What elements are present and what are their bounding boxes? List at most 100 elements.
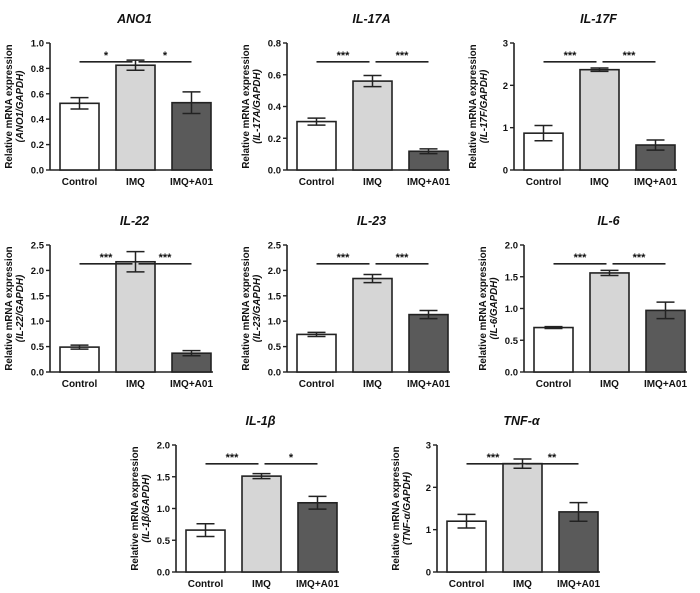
y-tick-label: 1.0	[268, 317, 281, 328]
x-category-label: IMQ	[363, 177, 382, 188]
significance-label: ***	[623, 50, 637, 62]
x-category-label: IMQ+A01	[296, 579, 340, 590]
x-category-label: IMQ+A01	[557, 579, 601, 590]
y-tick-label: 0.2	[268, 134, 281, 145]
x-category-label: IMQ	[126, 379, 145, 390]
bar-imq	[241, 475, 282, 573]
y-tick-label: 2.0	[157, 441, 170, 452]
x-category-label: IMQ	[513, 579, 532, 590]
y-axis-label-ratio: (IL-17F/GAPDH)	[479, 70, 490, 143]
significance-label: ***	[337, 252, 351, 264]
y-axis-label-ratio: (ANO1/GAPDH)	[15, 71, 26, 143]
significance-label: **	[548, 452, 557, 464]
panel-il-23: IL-23 Relative mRNA expression (IL-23/GAPD…	[241, 214, 450, 390]
y-axis-label: Relative mRNA expression	[468, 44, 479, 168]
y-tick-label: 2.0	[505, 241, 518, 252]
bar-imq	[115, 64, 156, 171]
bar-imq	[579, 68, 620, 171]
x-category-label: IMQ+A01	[407, 379, 451, 390]
panel-title: TNF-α	[503, 414, 540, 428]
y-axis-label-ratio: (TNF-α/GAPDH)	[402, 472, 413, 545]
panel-ano1: ANO1 Relative mRNA expression (ANO1/GAPDH)…	[4, 12, 213, 188]
y-axis-label-ratio: (IL-23/GAPDH)	[252, 275, 263, 343]
y-tick-label: 0.6	[31, 89, 44, 100]
bar-imq	[352, 80, 393, 171]
y-tick-label: 1	[426, 525, 432, 536]
y-tick-label: 0.0	[157, 568, 170, 579]
y-tick-label: 0.0	[268, 368, 281, 379]
y-tick-label: 1.5	[31, 291, 45, 302]
x-category-label: Control	[62, 177, 98, 188]
y-tick-label: 0.8	[268, 39, 281, 50]
y-tick-label: 2.0	[268, 266, 281, 277]
y-axis-label-ratio: (IL-1β/GAPDH)	[141, 474, 152, 542]
bar-imq-a01	[171, 101, 212, 171]
y-tick-label: 1.0	[505, 304, 518, 315]
y-tick-label: 1.0	[31, 317, 44, 328]
y-tick-label: 2.5	[268, 241, 282, 252]
y-tick-label: 1.5	[157, 472, 171, 483]
x-category-label: IMQ	[590, 177, 609, 188]
y-tick-label: 0.4	[268, 102, 282, 113]
y-axis-label: Relative mRNA expression	[241, 246, 252, 370]
bar-control	[59, 102, 100, 171]
x-category-label: Control	[188, 579, 224, 590]
y-tick-label: 1.0	[31, 39, 44, 50]
x-category-label: Control	[536, 379, 572, 390]
panel-title: IL-22	[120, 214, 149, 228]
x-category-label: Control	[299, 177, 335, 188]
y-tick-label: 0.6	[268, 70, 281, 81]
panel-il-17f: IL-17F Relative mRNA expression (IL-17F/GA…	[468, 12, 677, 188]
y-axis-label: Relative mRNA expression	[4, 246, 15, 370]
panel-il-22: IL-22 Relative mRNA expression (IL-22/GAPD…	[4, 214, 213, 390]
y-tick-label: 0.4	[31, 115, 45, 126]
panel-title: IL-1β	[246, 414, 276, 428]
significance-label: *	[163, 50, 168, 62]
significance-label: ***	[487, 452, 501, 464]
y-tick-label: 1.0	[157, 504, 170, 515]
panel-il-6: IL-6 Relative mRNA expression (IL-6/GAPDH)…	[478, 214, 687, 390]
bar-control	[446, 520, 487, 573]
significance-label: ***	[396, 50, 410, 62]
y-tick-label: 0.0	[31, 368, 44, 379]
y-tick-label: 2	[426, 483, 431, 494]
bar-control	[533, 326, 574, 373]
significance-label: ***	[337, 50, 351, 62]
y-tick-label: 0.8	[31, 64, 44, 75]
x-category-label: IMQ	[126, 177, 145, 188]
y-tick-label: 3	[503, 39, 508, 50]
bar-imq	[352, 277, 393, 373]
x-category-label: IMQ+A01	[170, 177, 214, 188]
significance-label: ***	[396, 252, 410, 264]
y-axis-label-ratio: (IL-6/GAPDH)	[489, 277, 500, 339]
y-tick-label: 0.5	[505, 336, 519, 347]
significance-label: ***	[226, 452, 240, 464]
bar-control	[296, 333, 337, 373]
y-tick-label: 2.0	[31, 266, 44, 277]
significance-label: ***	[564, 50, 578, 62]
y-tick-label: 0.0	[31, 166, 44, 177]
bar-imq-a01	[645, 309, 686, 373]
y-tick-label: 0	[503, 166, 508, 177]
significance-label: ***	[574, 252, 588, 264]
y-tick-label: 0.5	[268, 342, 282, 353]
bar-imq-a01	[408, 313, 449, 373]
panel-title: IL-17F	[580, 12, 617, 26]
significance-label: *	[289, 452, 294, 464]
x-category-label: Control	[62, 379, 98, 390]
x-category-label: Control	[526, 177, 562, 188]
bar-control	[296, 120, 337, 171]
significance-label: ***	[100, 252, 114, 264]
x-category-label: IMQ	[363, 379, 382, 390]
y-tick-label: 1.5	[268, 291, 282, 302]
y-tick-label: 0.5	[31, 342, 45, 353]
panel-title: IL-17A	[352, 12, 390, 26]
x-category-label: Control	[299, 379, 335, 390]
panel-tnf-a: TNF-α Relative mRNA expression (TNF-α/GAPD…	[391, 414, 600, 590]
x-category-label: Control	[449, 579, 485, 590]
y-tick-label: 0.0	[505, 368, 518, 379]
y-axis-label: Relative mRNA expression	[478, 246, 489, 370]
y-axis-label: Relative mRNA expression	[130, 446, 141, 570]
y-tick-label: 0	[426, 568, 431, 579]
